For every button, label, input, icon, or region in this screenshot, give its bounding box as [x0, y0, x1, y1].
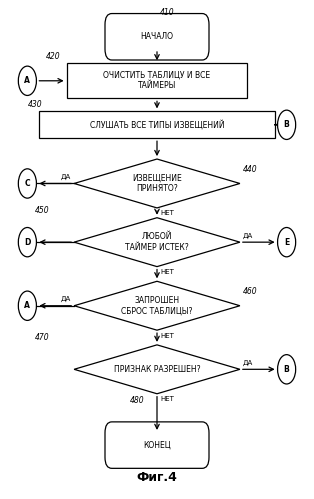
Text: 470: 470 — [35, 333, 50, 342]
Bar — [40, 111, 274, 138]
Text: 450: 450 — [35, 206, 50, 215]
FancyBboxPatch shape — [105, 422, 209, 469]
Text: ОЧИСТИТЬ ТАБЛИЦУ И ВСЕ
ТАЙМЕРЫ: ОЧИСТИТЬ ТАБЛИЦУ И ВСЕ ТАЙМЕРЫ — [103, 71, 211, 90]
Text: НЕТ: НЕТ — [160, 396, 174, 402]
Text: 410: 410 — [160, 8, 175, 17]
Polygon shape — [74, 218, 240, 266]
Polygon shape — [74, 281, 240, 330]
Text: НЕТ: НЕТ — [160, 269, 174, 275]
Text: КОНЕЦ: КОНЕЦ — [143, 441, 171, 450]
Text: C: C — [24, 179, 30, 188]
Text: ЛЮБОЙ
ТАЙМЕР ИСТЕК?: ЛЮБОЙ ТАЙМЕР ИСТЕК? — [125, 233, 189, 252]
Text: B: B — [284, 120, 290, 129]
Text: СЛУШАТЬ ВСЕ ТИПЫ ИЗВЕЩЕНИЙ: СЛУШАТЬ ВСЕ ТИПЫ ИЗВЕЩЕНИЙ — [90, 120, 224, 130]
Text: Фиг.4: Фиг.4 — [137, 471, 177, 484]
Text: НЕТ: НЕТ — [160, 211, 174, 217]
Text: ДА: ДА — [61, 174, 71, 180]
Text: ДА: ДА — [61, 296, 71, 302]
Polygon shape — [74, 345, 240, 394]
Text: 440: 440 — [243, 165, 257, 174]
Text: 460: 460 — [243, 287, 257, 296]
Bar — [67, 63, 247, 98]
Text: ИЗВЕЩЕНИЕ
ПРИНЯТО?: ИЗВЕЩЕНИЕ ПРИНЯТО? — [132, 174, 182, 193]
Circle shape — [278, 355, 296, 384]
Circle shape — [278, 110, 296, 139]
Circle shape — [18, 66, 36, 95]
Text: A: A — [24, 76, 30, 85]
Text: ПРИЗНАК РАЗРЕШЕН?: ПРИЗНАК РАЗРЕШЕН? — [114, 365, 200, 374]
Text: ДА: ДА — [243, 360, 253, 366]
Text: 430: 430 — [27, 100, 42, 109]
Text: D: D — [24, 238, 30, 247]
Circle shape — [18, 228, 36, 257]
Text: ДА: ДА — [243, 233, 253, 239]
Circle shape — [18, 291, 36, 320]
Text: НАЧАЛО: НАЧАЛО — [140, 32, 174, 41]
Text: ЗАПРОШЕН
СБРОС ТАБЛИЦЫ?: ЗАПРОШЕН СБРОС ТАБЛИЦЫ? — [121, 296, 193, 315]
Polygon shape — [74, 159, 240, 208]
Text: B: B — [284, 365, 290, 374]
Circle shape — [278, 228, 296, 257]
FancyBboxPatch shape — [105, 13, 209, 60]
Text: 420: 420 — [46, 52, 61, 61]
Text: A: A — [24, 301, 30, 310]
Text: E: E — [284, 238, 289, 247]
Text: 480: 480 — [130, 396, 144, 405]
Circle shape — [18, 169, 36, 198]
Text: НЕТ: НЕТ — [160, 333, 174, 339]
